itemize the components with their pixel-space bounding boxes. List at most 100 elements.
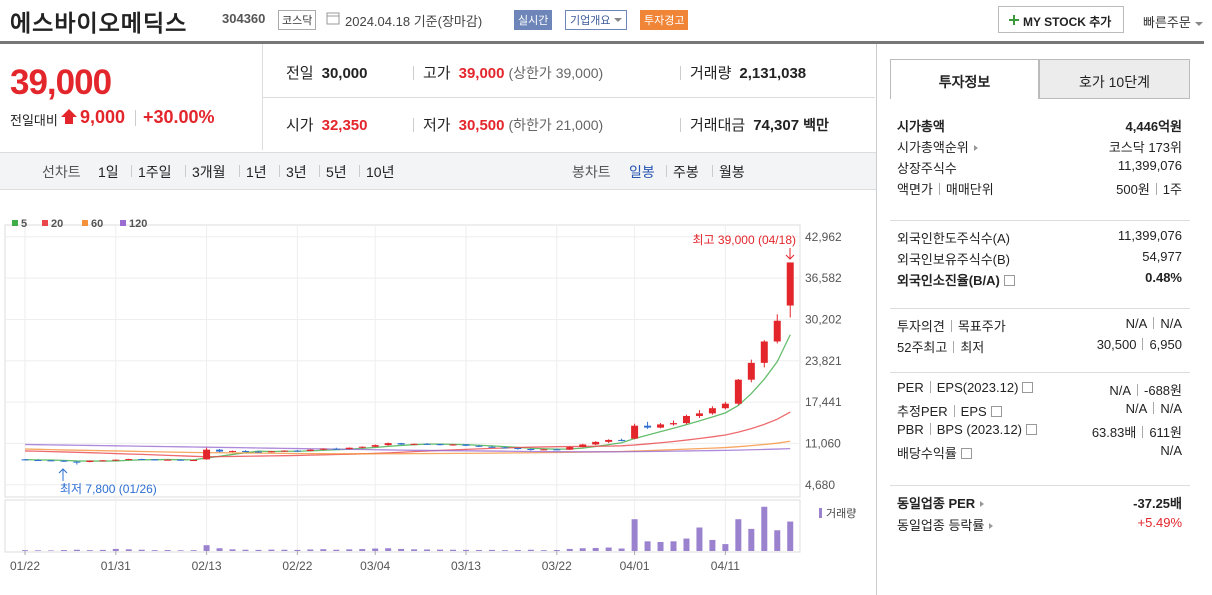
volume-bar [333,549,340,551]
legend-swatch [12,220,18,226]
dropdown-arrow [1194,21,1203,26]
company-badge[interactable]: 기업개요 [565,10,628,30]
ma-line [24,443,791,453]
volume-bar [735,519,742,551]
volume-bar [527,549,534,551]
candle-body [449,444,457,446]
value-text: N/A [1125,401,1148,416]
candle-body [514,448,522,450]
x-tick-label: 03/04 [360,559,390,573]
info-row: 배당수익률 N/A [897,443,1182,463]
candle-body [358,446,366,448]
value-text: -37.25배 [1133,496,1182,511]
volume-bar [203,545,210,551]
orderbook-tab[interactable]: 호가 10단계 [1039,59,1190,99]
info-label: 시가총액순위 [897,137,978,156]
candle-body [267,451,275,453]
volume-bar [86,550,93,551]
info-label: PER EPS(2023.12) [897,380,1034,395]
label-text: 액면가 [897,182,933,197]
volume-bar [462,549,469,551]
label-text: 외국인소진율(B/A) [897,273,1000,288]
info-label: 외국인보유주식수(B) [897,249,1010,268]
chart: 4,680 11,060 17,441 23,821 30,202 36,582 42,96… [4,218,856,573]
period-tab[interactable]: 1년 [246,164,267,180]
volume-bar [216,548,223,551]
help-icon [1026,424,1038,435]
warning-badge: 투자경고 [640,10,689,30]
info-row: 외국인보유주식수(B) 54,977 [897,249,1182,269]
info-row: 52주최고 최저 30,500 6,950 [897,337,1182,357]
candle-tab[interactable]: 월봉 [719,164,745,180]
divider [0,41,1204,44]
value-text: +5.49% [1137,515,1182,530]
value-text: N/A [1160,401,1182,416]
info-label: 동일업종 PER [897,493,985,512]
volume-bar [372,548,379,551]
period-tab[interactable]: 1일 [98,164,119,180]
info-value: +5.49% [1138,515,1182,530]
volume-bar [696,527,703,551]
volume-bar [164,550,171,551]
separator [135,110,136,126]
price-box [0,44,263,150]
candle-body [436,444,444,446]
group-divider [890,308,1190,309]
info-row: 동일업종 등락률 +5.49% [897,515,1182,535]
label-text: 추정PER [897,404,948,419]
separator [413,66,414,80]
candle-body [151,459,159,461]
candle-body [125,459,133,461]
value-text: N/A [1160,443,1182,458]
info-value: N/A N/A [1126,401,1182,416]
candle-body [708,408,716,414]
info-row: 상장주식수 11,399,076 [897,158,1182,178]
volume-bar [229,549,236,551]
my-stock-text: MY STOCK 추가 [1023,15,1112,29]
value-text: 30,500 [1096,337,1137,352]
separator [1142,426,1144,438]
candle-tab[interactable]: 일봉 [629,164,655,180]
volume-bar [22,550,28,551]
volume-bar [644,541,651,551]
label-text: 동일업종 PER [897,496,976,511]
candle-body [605,439,613,442]
period-tab[interactable]: 10년 [366,164,395,180]
quote: 전일 30,000 [286,62,368,83]
period-tab[interactable]: 3년 [286,164,307,180]
volume-bar [385,548,392,551]
value-text: N/A [1125,316,1148,331]
separator [680,118,681,132]
candle-body [384,443,392,446]
my-stock-button[interactable]: MY STOCK 추가 [998,6,1124,33]
candle-tab[interactable]: 주봉 [673,164,699,180]
arrow-icon [989,523,994,529]
candle-body [254,451,262,453]
label-text: PER [897,380,924,395]
quote-value: 32,350 [321,117,368,134]
info-row: PBR BPS (2023.12) 63.83배 611원 [897,422,1182,442]
help-icon [1003,275,1015,286]
volume-label: 거래량 [826,507,856,520]
legend-swatch [42,220,48,226]
separator [279,165,280,177]
quick-order[interactable]: 빠른주문 [1143,12,1203,31]
period-tab[interactable]: 1주일 [138,164,172,180]
volume-bar [294,549,301,551]
quote: 고가 39,000 (상한가 39,000) [423,62,603,83]
volume-bar [553,550,560,551]
change: 9,000 [80,107,126,127]
value-text: 63.83배 [1091,425,1137,440]
realtime-badge[interactable]: 실시간 [514,10,553,30]
info-tab[interactable]: 투자정보 [890,59,1039,99]
candle-body [786,262,794,306]
volume-bar [242,549,249,551]
period-tab[interactable]: 5년 [326,164,347,180]
ma-line [24,334,791,462]
volume-bar [411,549,418,551]
value-text: 6,950 [1149,337,1182,352]
candle-body [34,460,42,462]
period-tab[interactable]: 3개월 [192,164,226,180]
info-value: N/A [1160,443,1182,458]
